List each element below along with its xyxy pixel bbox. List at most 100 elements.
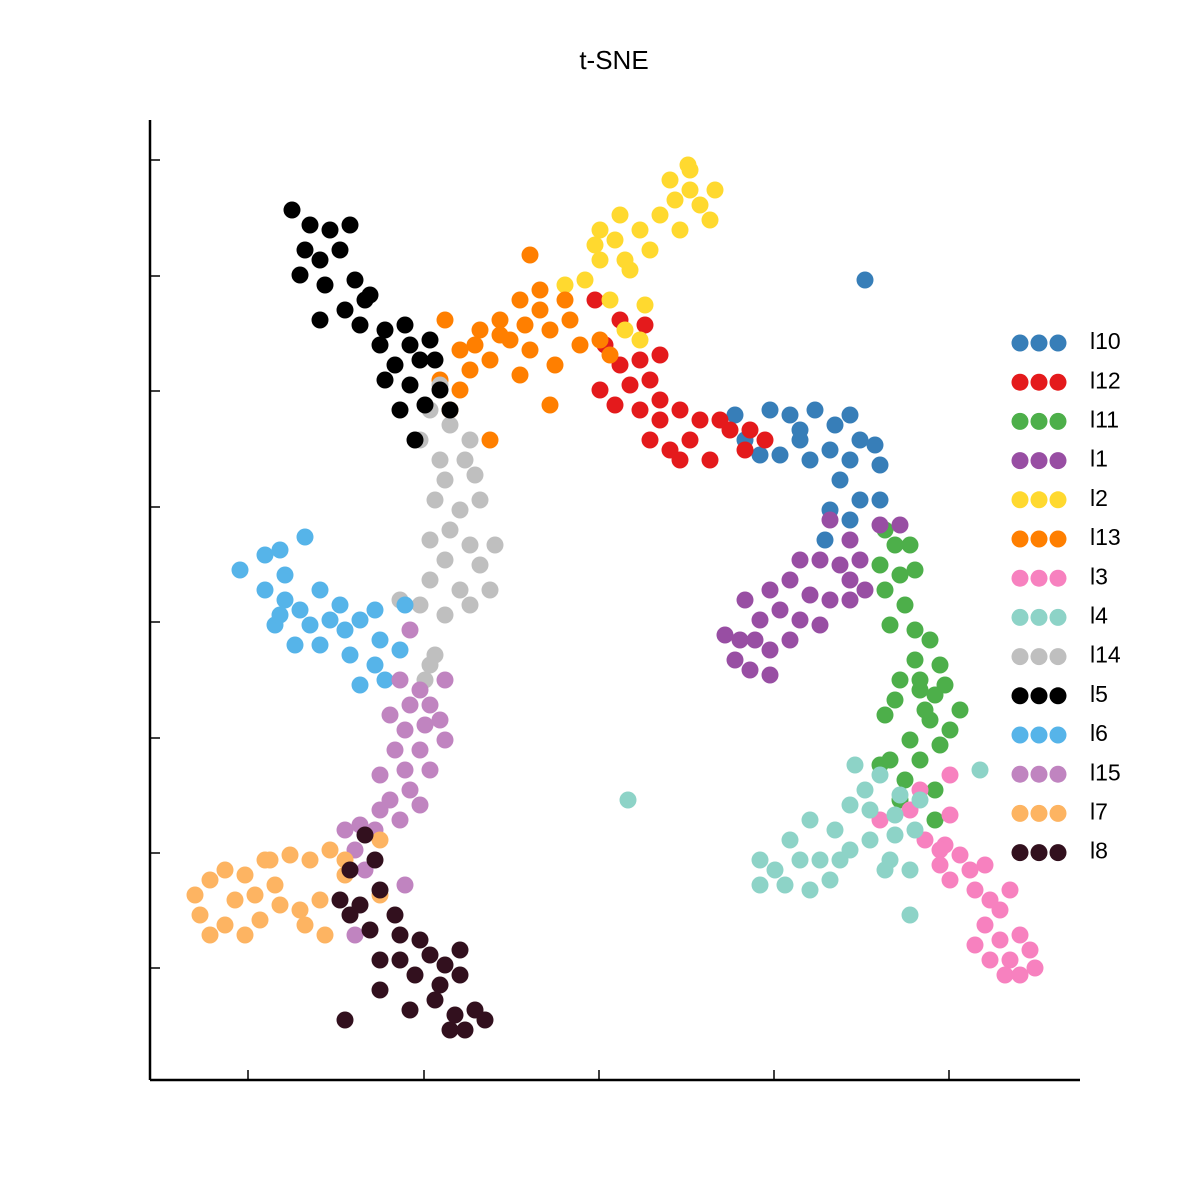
point bbox=[766, 861, 784, 879]
point bbox=[371, 981, 389, 999]
point bbox=[521, 341, 539, 359]
point bbox=[641, 431, 659, 449]
point bbox=[976, 856, 994, 874]
point bbox=[426, 491, 444, 509]
point bbox=[511, 291, 529, 309]
point bbox=[636, 296, 654, 314]
point bbox=[651, 411, 669, 429]
point bbox=[926, 811, 944, 829]
point bbox=[856, 271, 874, 289]
point bbox=[411, 351, 429, 369]
point bbox=[921, 631, 939, 649]
point bbox=[201, 926, 219, 944]
point bbox=[781, 831, 799, 849]
point bbox=[901, 731, 919, 749]
point bbox=[671, 451, 689, 469]
point bbox=[826, 821, 844, 839]
point bbox=[291, 901, 309, 919]
legend-marker bbox=[1049, 608, 1067, 626]
point bbox=[351, 611, 369, 629]
point bbox=[431, 451, 449, 469]
point bbox=[556, 276, 574, 294]
point bbox=[906, 821, 924, 839]
point bbox=[341, 646, 359, 664]
point bbox=[516, 316, 534, 334]
point bbox=[976, 916, 994, 934]
point bbox=[286, 636, 304, 654]
point bbox=[821, 871, 839, 889]
point bbox=[421, 656, 439, 674]
point bbox=[941, 721, 959, 739]
point bbox=[436, 311, 454, 329]
point bbox=[386, 741, 404, 759]
legend: l10 l12 l11 l1 l2 l13 l3 l4 l14 l5 l6 l15 l7 l8 bbox=[1011, 328, 1121, 864]
point bbox=[726, 406, 744, 424]
point bbox=[336, 301, 354, 319]
point bbox=[641, 371, 659, 389]
point bbox=[811, 551, 829, 569]
point bbox=[961, 861, 979, 879]
point bbox=[406, 431, 424, 449]
point bbox=[491, 311, 509, 329]
point bbox=[451, 501, 469, 519]
point bbox=[861, 801, 879, 819]
point bbox=[271, 896, 289, 914]
point bbox=[619, 791, 637, 809]
point bbox=[916, 701, 934, 719]
legend-marker bbox=[1049, 687, 1067, 705]
point bbox=[431, 381, 449, 399]
point bbox=[996, 966, 1014, 984]
point bbox=[251, 911, 269, 929]
point bbox=[441, 416, 459, 434]
point bbox=[991, 901, 1009, 919]
point bbox=[311, 251, 329, 269]
point bbox=[201, 871, 219, 889]
point bbox=[371, 881, 389, 899]
point bbox=[311, 636, 329, 654]
point bbox=[866, 436, 884, 454]
point bbox=[396, 876, 414, 894]
point bbox=[451, 941, 469, 959]
legend-marker bbox=[1049, 373, 1067, 391]
legend-label: l4 bbox=[1090, 602, 1108, 628]
point bbox=[371, 801, 389, 819]
point bbox=[351, 316, 369, 334]
point bbox=[436, 606, 454, 624]
point bbox=[416, 396, 434, 414]
legend-label: l8 bbox=[1090, 838, 1108, 864]
point bbox=[876, 861, 894, 879]
point bbox=[456, 451, 474, 469]
point bbox=[266, 876, 284, 894]
point bbox=[831, 471, 849, 489]
point bbox=[826, 416, 844, 434]
legend-marker bbox=[1011, 804, 1029, 822]
point bbox=[606, 231, 624, 249]
point bbox=[886, 806, 904, 824]
point bbox=[761, 641, 779, 659]
legend-marker bbox=[1030, 687, 1048, 705]
point bbox=[966, 881, 984, 899]
point bbox=[891, 671, 909, 689]
point bbox=[256, 581, 274, 599]
point bbox=[321, 221, 339, 239]
point bbox=[346, 926, 364, 944]
point bbox=[871, 766, 889, 784]
point bbox=[931, 656, 949, 674]
point bbox=[671, 401, 689, 419]
point bbox=[1001, 881, 1019, 899]
point bbox=[461, 536, 479, 554]
legend-marker bbox=[1049, 844, 1067, 862]
point bbox=[736, 441, 754, 459]
legend-label: l14 bbox=[1090, 642, 1121, 668]
point bbox=[886, 536, 904, 554]
point bbox=[351, 676, 369, 694]
point bbox=[591, 331, 609, 349]
point bbox=[541, 321, 559, 339]
point bbox=[1021, 941, 1039, 959]
point bbox=[466, 466, 484, 484]
point bbox=[411, 681, 429, 699]
legend-marker bbox=[1049, 765, 1067, 783]
point bbox=[791, 421, 809, 439]
point bbox=[841, 591, 859, 609]
point bbox=[331, 891, 349, 909]
